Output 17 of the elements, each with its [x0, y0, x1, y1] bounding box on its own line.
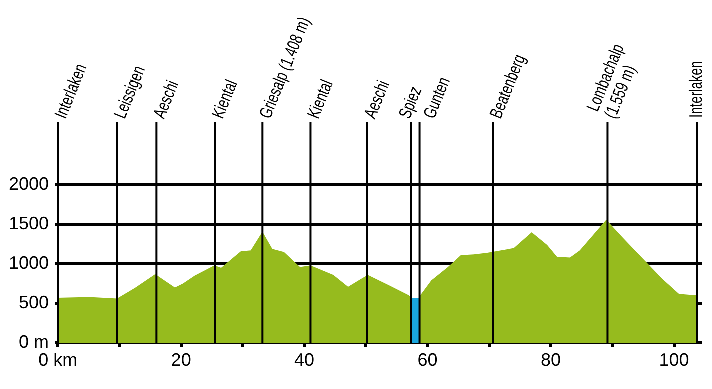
x-tick-label: 80 [541, 350, 562, 370]
ref-line-label: Kiental [304, 78, 338, 122]
x-tick-label: 100 [659, 350, 690, 370]
y-tick-label: 1000 [8, 253, 49, 274]
y-tick-label: 1500 [8, 214, 49, 234]
ref-line-label: Aeschi [361, 78, 394, 122]
x-tick-label: 20 [171, 350, 192, 370]
ref-line-label: Gunten [420, 74, 455, 122]
y-tick-label: 2000 [8, 174, 49, 194]
y-tick-label: 500 [18, 292, 49, 313]
ref-line-label: Interlaken [687, 61, 707, 118]
x-tick-label: 0 km [38, 350, 78, 370]
x-tick-label: 40 [294, 350, 315, 370]
x-tick-label: 60 [418, 350, 438, 370]
ref-line-label: Kiental [208, 78, 242, 122]
ref-line-label: Aeschi [150, 78, 184, 122]
y-tick-label: 0 m [18, 332, 49, 352]
